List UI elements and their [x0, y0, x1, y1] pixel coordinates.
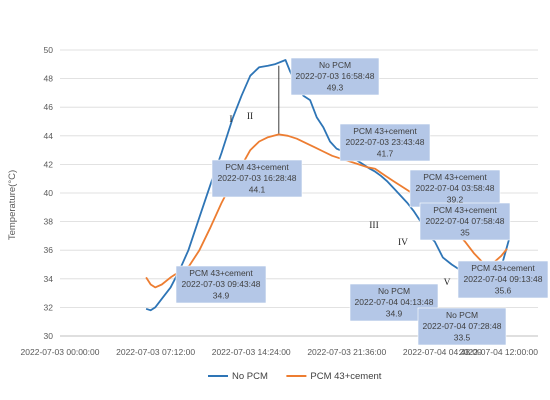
callout-line: 2022-07-04 07:28:48 — [423, 321, 502, 331]
x-axis-ticks: 2022-07-03 00:00:00 2022-07-03 07:12:00 20… — [21, 347, 539, 357]
y-axis-title: Temperature(°C) — [7, 170, 18, 240]
legend: No PCM PCM 43+cement — [208, 371, 382, 382]
callout-line: 2022-07-03 16:28:48 — [218, 173, 297, 183]
legend-label: No PCM — [232, 371, 268, 382]
callout-line: 2022-07-04 04:13:48 — [355, 297, 434, 307]
y-tick-label: 36 — [44, 245, 54, 255]
y-tick-label: 48 — [44, 74, 54, 84]
callout-line: 34.9 — [213, 290, 230, 300]
callout-line: PCM 43+cement — [353, 126, 417, 136]
y-axis-ticks: 30 32 34 36 38 40 42 44 46 48 50 — [44, 45, 54, 341]
callout-line: 2022-07-03 16:58:48 — [296, 71, 375, 81]
callout-line: PCM 43+cement — [423, 172, 487, 182]
x-tick-label: 2022-07-04 04:48:00 — [403, 347, 482, 357]
x-tick-label: 2022-07-03 14:24:00 — [212, 347, 291, 357]
callout-line: 2022-07-04 09:13:48 — [464, 274, 543, 284]
zone-label: IV — [398, 238, 408, 248]
callout-line: 2022-07-04 07:58:48 — [426, 216, 505, 226]
callout-line: 35 — [460, 227, 470, 237]
y-tick-label: 32 — [44, 302, 54, 312]
callout-line: No PCM — [319, 60, 351, 70]
y-tick-label: 38 — [44, 217, 54, 227]
callout-box — [339, 123, 431, 162]
callout-line: 49.3 — [327, 82, 344, 92]
callout-line: PCM 43+cement — [433, 205, 497, 215]
y-tick-label: 46 — [44, 102, 54, 112]
callout-box — [417, 307, 507, 346]
callout-line: 34.9 — [386, 308, 403, 318]
y-tick-label: 34 — [44, 274, 54, 284]
zone-label: I — [229, 115, 232, 125]
callout-line: No PCM — [378, 286, 410, 296]
callout-box — [419, 202, 511, 241]
legend-label: PCM 43+cement — [310, 371, 381, 382]
x-tick-label: 2022-07-03 21:36:00 — [307, 347, 386, 357]
callout-line: PCM 43+cement — [471, 263, 535, 273]
callout-line: PCM 43+cement — [225, 162, 289, 172]
y-tick-label: 44 — [44, 131, 54, 141]
callout-line: 39.2 — [447, 194, 464, 204]
callout-line: 35.6 — [495, 285, 512, 295]
callout-box — [409, 169, 501, 208]
y-tick-label: 42 — [44, 159, 54, 169]
callout-box — [457, 260, 549, 299]
y-tick-label: 50 — [44, 45, 54, 55]
y-tick-label: 40 — [44, 188, 54, 198]
callout-line: 2022-07-03 09:43:48 — [182, 279, 261, 289]
zone-label: III — [369, 221, 379, 231]
x-tick-label: 2022-07-03 00:00:00 — [21, 347, 100, 357]
callout-line: 2022-07-03 23:43:48 — [346, 137, 425, 147]
x-tick-label: 2022-07-04 12:00:00 — [459, 347, 538, 357]
callout-box — [290, 57, 380, 96]
callout-line: 41.7 — [377, 148, 394, 158]
y-tick-label: 30 — [44, 331, 54, 341]
callout-box — [211, 159, 303, 198]
x-tick-label: 2022-07-03 07:12:00 — [116, 347, 195, 357]
zone-label: V — [444, 278, 451, 288]
callout-line: PCM 43+cement — [189, 268, 253, 278]
callout-line: No PCM — [446, 310, 478, 320]
callout-line: 33.5 — [454, 332, 471, 342]
callout-line: 44.1 — [249, 184, 266, 194]
zone-label: II — [247, 112, 253, 122]
callout-box — [175, 265, 267, 304]
callout-line: 2022-07-04 03:58:48 — [416, 183, 495, 193]
